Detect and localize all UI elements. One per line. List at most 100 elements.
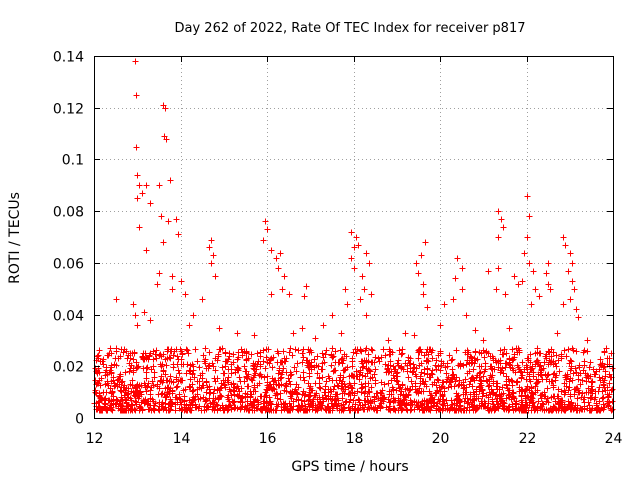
- noise-point: [267, 406, 274, 413]
- noise-point: [599, 388, 606, 395]
- noise-point: [226, 398, 233, 405]
- noise-point: [167, 355, 174, 362]
- noise-point: [599, 395, 606, 402]
- noise-point: [319, 374, 326, 381]
- noise-point: [205, 365, 212, 372]
- noise-point: [408, 378, 415, 385]
- data-point: [182, 291, 189, 298]
- noise-point: [184, 407, 191, 414]
- noise-point: [561, 401, 568, 408]
- noise-point: [424, 357, 431, 364]
- noise-point: [487, 372, 494, 379]
- noise-point: [101, 403, 108, 410]
- data-point: [348, 229, 355, 236]
- noise-point: [129, 350, 136, 357]
- noise-point: [489, 389, 496, 396]
- noise-point: [317, 385, 324, 392]
- noise-point: [593, 400, 600, 407]
- noise-point: [493, 398, 500, 405]
- data-point: [136, 182, 143, 189]
- noise-point: [117, 387, 124, 394]
- noise-point: [398, 388, 405, 395]
- noise-point: [433, 357, 440, 364]
- data-point: [141, 309, 148, 316]
- noise-point: [331, 383, 338, 390]
- noise-point: [293, 396, 300, 403]
- noise-point: [172, 407, 179, 414]
- noise-point: [108, 406, 115, 413]
- data-point: [524, 193, 531, 200]
- noise-point: [277, 396, 284, 403]
- noise-point: [571, 386, 578, 393]
- noise-point: [130, 369, 137, 376]
- noise-point: [588, 383, 595, 390]
- data-point: [275, 265, 282, 272]
- noise-point: [158, 373, 165, 380]
- noise-point: [301, 392, 308, 399]
- noise-point: [431, 379, 438, 386]
- noise-point: [341, 381, 348, 388]
- noise-point: [372, 354, 379, 361]
- noise-point: [453, 374, 460, 381]
- noise-point: [337, 347, 344, 354]
- noise-point: [162, 371, 169, 378]
- data-point: [169, 273, 176, 280]
- noise-point: [92, 377, 99, 384]
- noise-point: [104, 352, 111, 359]
- data-point: [536, 293, 543, 300]
- noise-point: [168, 399, 175, 406]
- noise-point: [556, 368, 563, 375]
- noise-point: [593, 368, 600, 375]
- data-point: [573, 306, 580, 313]
- noise-point: [127, 381, 134, 388]
- noise-point: [355, 407, 362, 414]
- data-point: [584, 337, 591, 344]
- noise-point: [439, 383, 446, 390]
- noise-point: [540, 365, 547, 372]
- noise-point: [576, 389, 583, 396]
- noise-point: [266, 360, 273, 367]
- noise-point: [464, 351, 471, 358]
- noise-point: [234, 383, 241, 390]
- noise-point: [600, 379, 607, 386]
- noise-point: [497, 369, 504, 376]
- noise-point: [522, 407, 529, 414]
- noise-point: [215, 395, 222, 402]
- data-point: [178, 278, 185, 285]
- data-points: [91, 58, 616, 414]
- noise-point: [567, 367, 574, 374]
- noise-point: [187, 376, 194, 383]
- noise-point: [136, 405, 143, 412]
- noise-point: [378, 354, 385, 361]
- noise-point: [234, 364, 241, 371]
- noise-point: [116, 373, 123, 380]
- x-tick-label: 16: [259, 431, 277, 447]
- data-point: [351, 244, 358, 251]
- noise-point: [215, 351, 222, 358]
- noise-point: [242, 390, 249, 397]
- noise-point: [589, 390, 596, 397]
- noise-point: [343, 398, 350, 405]
- noise-point: [367, 368, 374, 375]
- noise-point: [94, 353, 101, 360]
- noise-point: [404, 368, 411, 375]
- noise-point: [397, 391, 404, 398]
- data-point: [547, 286, 554, 293]
- data-point: [422, 239, 429, 246]
- noise-point: [534, 379, 541, 386]
- noise-point: [470, 366, 477, 373]
- noise-point: [202, 356, 209, 363]
- noise-point: [485, 350, 492, 357]
- noise-point: [308, 349, 315, 356]
- noise-point: [286, 400, 293, 407]
- noise-point: [338, 380, 345, 387]
- noise-point: [499, 351, 506, 358]
- noise-point: [175, 378, 182, 385]
- x-tick-label: 22: [519, 431, 537, 447]
- data-point: [495, 265, 502, 272]
- noise-point: [466, 359, 473, 366]
- noise-point: [526, 371, 533, 378]
- noise-point: [261, 374, 268, 381]
- noise-point: [485, 394, 492, 401]
- noise-point: [585, 375, 592, 382]
